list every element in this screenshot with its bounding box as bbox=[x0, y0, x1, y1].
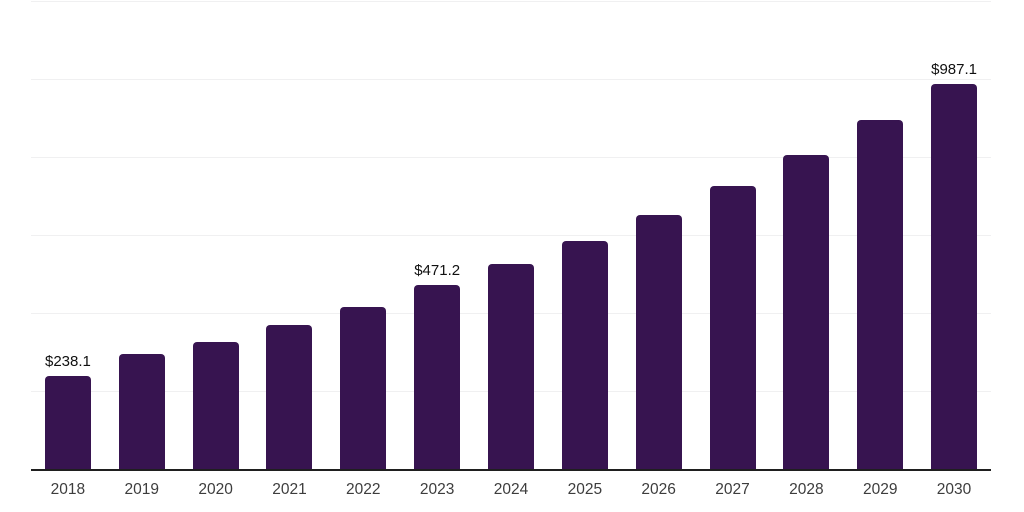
bar-2018 bbox=[44, 376, 91, 469]
tick-slot: 2026 bbox=[622, 481, 696, 499]
bar-2026 bbox=[635, 215, 682, 469]
bar-value-label: $238.1 bbox=[44, 353, 91, 371]
tick-slot: 2025 bbox=[548, 481, 622, 499]
bar-2027 bbox=[709, 185, 756, 469]
tick-slot: 2028 bbox=[769, 481, 843, 499]
bar-2025 bbox=[561, 240, 608, 469]
bar-slot bbox=[769, 0, 843, 469]
x-tick-label-2027: 2027 bbox=[715, 481, 750, 498]
x-tick-label-2021: 2021 bbox=[272, 481, 307, 498]
tick-slot: 2024 bbox=[474, 481, 548, 499]
bar-slot bbox=[253, 0, 327, 469]
bar-slot bbox=[474, 0, 548, 469]
tick-slot: 2020 bbox=[179, 481, 253, 499]
bar-2030 bbox=[931, 84, 978, 469]
bar-slot: $471.2 bbox=[400, 0, 474, 469]
tick-slot: 2030 bbox=[917, 481, 991, 499]
tick-slot: 2021 bbox=[253, 481, 327, 499]
bar-2023 bbox=[414, 285, 461, 469]
tick-slot: 2022 bbox=[326, 481, 400, 499]
plot-area: $238.1 $471.2 $987.1 bbox=[31, 0, 991, 471]
gridline bbox=[31, 235, 991, 236]
bar-value-label: $471.2 bbox=[414, 262, 461, 280]
tick-slot: 2027 bbox=[696, 481, 770, 499]
bar-2021 bbox=[266, 325, 313, 469]
x-tick-label-2019: 2019 bbox=[124, 481, 159, 498]
bar-2020 bbox=[192, 341, 239, 469]
x-tick-label-2026: 2026 bbox=[641, 481, 676, 498]
x-tick-label-2020: 2020 bbox=[198, 481, 233, 498]
bar-slot: $238.1 bbox=[31, 0, 105, 469]
bar-slot bbox=[622, 0, 696, 469]
bar-slot bbox=[179, 0, 253, 469]
bar-slot: $987.1 bbox=[917, 0, 991, 469]
x-tick-label-2023: 2023 bbox=[419, 481, 455, 498]
x-tick-label-2022: 2022 bbox=[346, 481, 381, 498]
bar-slot bbox=[843, 0, 917, 469]
bar-2022 bbox=[340, 306, 387, 469]
x-tick-label-2025: 2025 bbox=[567, 481, 603, 498]
tick-slot: 2019 bbox=[105, 481, 179, 499]
x-tick-label-2030: 2030 bbox=[936, 481, 972, 498]
tick-slot: 2018 bbox=[31, 481, 105, 499]
x-tick-label-2018: 2018 bbox=[50, 481, 86, 498]
bar-slot bbox=[326, 0, 400, 469]
gridline bbox=[31, 1, 991, 2]
gridline bbox=[31, 157, 991, 158]
x-tick-label-2028: 2028 bbox=[789, 481, 824, 498]
bar-2028 bbox=[783, 154, 830, 469]
gridline bbox=[31, 79, 991, 80]
bar-2029 bbox=[857, 120, 904, 469]
x-tick-label-2029: 2029 bbox=[862, 481, 898, 498]
x-axis-tick-labels: 2018 2019 2020 2021 2022 2023 2024 2025 2026 2027… bbox=[31, 481, 991, 499]
bars-row: $238.1 $471.2 $987.1 bbox=[31, 0, 991, 469]
bar-slot bbox=[696, 0, 770, 469]
bar-2019 bbox=[118, 353, 165, 469]
bar-slot bbox=[105, 0, 179, 469]
bar-slot bbox=[548, 0, 622, 469]
x-tick-label-2024: 2024 bbox=[493, 481, 529, 498]
tick-slot: 2023 bbox=[400, 481, 474, 499]
bar-value-label: $987.1 bbox=[931, 61, 977, 78]
bar-2024 bbox=[487, 263, 534, 469]
tick-slot: 2029 bbox=[843, 481, 917, 499]
